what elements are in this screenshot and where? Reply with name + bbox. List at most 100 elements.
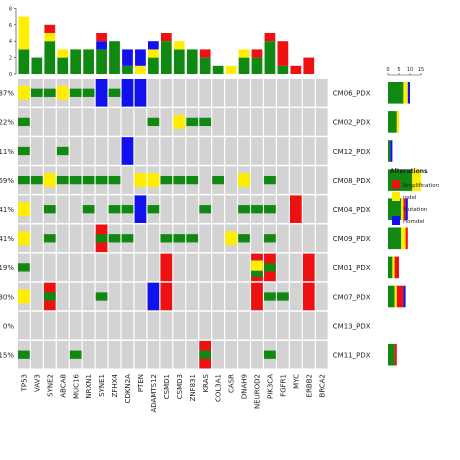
amplification-mark (251, 282, 263, 311)
gene-label: NEUROD2 (254, 374, 262, 409)
top-bar-segment (264, 41, 276, 74)
top-axis-tick-label: 2 (9, 56, 12, 62)
grid-cell (82, 311, 95, 340)
right-bar-segment (412, 169, 421, 191)
gene-label: BRCA2 (318, 374, 326, 397)
top-bar-segment (160, 41, 172, 74)
top-bar-segment (238, 49, 250, 58)
grid-cell (186, 340, 199, 369)
grid-cell (160, 195, 173, 223)
grid-cell (212, 108, 224, 136)
indel-mark (238, 173, 250, 187)
indel-mark (18, 231, 30, 246)
mutation-mark (186, 117, 199, 127)
grid-cell (289, 224, 302, 253)
top-bar-segment (44, 33, 56, 42)
grid-cell (147, 253, 160, 282)
grid-cell (315, 253, 328, 282)
sample-label: CM02_PDX (333, 119, 371, 127)
grid-cell (43, 137, 56, 165)
gene-label: FGFR1 (279, 374, 287, 397)
grid-cell (277, 137, 289, 165)
legend-swatch (392, 192, 400, 201)
grid-cell (82, 253, 95, 282)
grid-cell (134, 253, 147, 282)
mutation-mark (69, 88, 82, 97)
mutation-mark (186, 175, 199, 185)
right-bar-segment (405, 198, 408, 220)
right-bar-segment (407, 82, 410, 104)
mutation-mark (43, 205, 56, 214)
grid-cell (264, 108, 276, 136)
grid-cell (147, 340, 160, 369)
grid-cell (315, 311, 328, 340)
mutation-mark (82, 175, 95, 185)
grid-cell (315, 137, 328, 165)
indel-mark (225, 231, 237, 246)
mutation-mark (82, 88, 95, 97)
right-bar-segment (388, 343, 395, 366)
mutation-mark (30, 175, 43, 185)
grid-cell (212, 282, 224, 311)
grid-cell (56, 195, 69, 223)
grid-cell (134, 311, 147, 340)
grid-cell (315, 282, 328, 311)
grid-cell (238, 253, 250, 282)
mutation-mark (95, 234, 108, 243)
top-bar-segment (70, 49, 82, 74)
indel-mark (56, 85, 69, 100)
grid-cell (108, 311, 121, 340)
grid-cell (69, 253, 82, 282)
frequency-labels: 37% 22% 11% 59% 41% 41% 19% 30% 0% 15% (0, 90, 14, 360)
grid-cell (30, 224, 43, 253)
gene-label: MYC (292, 374, 300, 389)
grid-cell (186, 282, 199, 311)
sample-label: CM13_PDX (333, 322, 371, 330)
top-bar-segment (199, 57, 211, 74)
right-bar-segment (405, 227, 408, 250)
top-bar-segment (225, 65, 237, 74)
grid-cell (56, 311, 69, 340)
homdel-mark (121, 137, 134, 165)
frequency-label: 15% (0, 351, 14, 359)
indel-mark (147, 173, 160, 187)
grid-cell (302, 224, 315, 253)
mutation-mark (186, 234, 199, 243)
mutation-mark (18, 175, 30, 185)
grid-cell (173, 340, 186, 369)
top-bar-segment (135, 49, 146, 66)
legend-swatch (392, 204, 400, 213)
grid-cell (186, 195, 199, 223)
gene-label: VAV3 (33, 374, 41, 392)
grid-cell (302, 311, 315, 340)
grid-cell (277, 224, 289, 253)
amplification-mark (302, 282, 315, 311)
grid-cell (95, 195, 108, 223)
grid-cell (302, 79, 315, 107)
grid-cell (199, 224, 212, 253)
legend-title: Alterations (390, 168, 428, 175)
mutation-mark (108, 234, 121, 243)
mutation-mark (56, 146, 69, 156)
mutation-mark (108, 175, 121, 185)
grid-cell (95, 311, 108, 340)
amplification-mark (289, 195, 302, 223)
grid-cell (160, 108, 173, 136)
frequency-label: 11% (0, 148, 14, 156)
grid-cell (277, 253, 289, 282)
mutation-mark (264, 175, 276, 185)
gene-label: ABCA8 (59, 374, 67, 398)
grid-cell (69, 137, 82, 165)
grid-cell (251, 137, 263, 165)
right-bar-segment (396, 285, 404, 308)
homdel-mark (134, 79, 147, 107)
top-barplot (18, 16, 315, 74)
right-axis-tick-label: 10 (407, 67, 413, 73)
top-axis-tick-label: 6 (9, 23, 12, 29)
grid-cell (238, 79, 250, 107)
grid-cell (289, 79, 302, 107)
grid-cell (82, 108, 95, 136)
grid-cell (238, 340, 250, 369)
right-bar-segment (392, 256, 395, 279)
grid-cell (147, 311, 160, 340)
